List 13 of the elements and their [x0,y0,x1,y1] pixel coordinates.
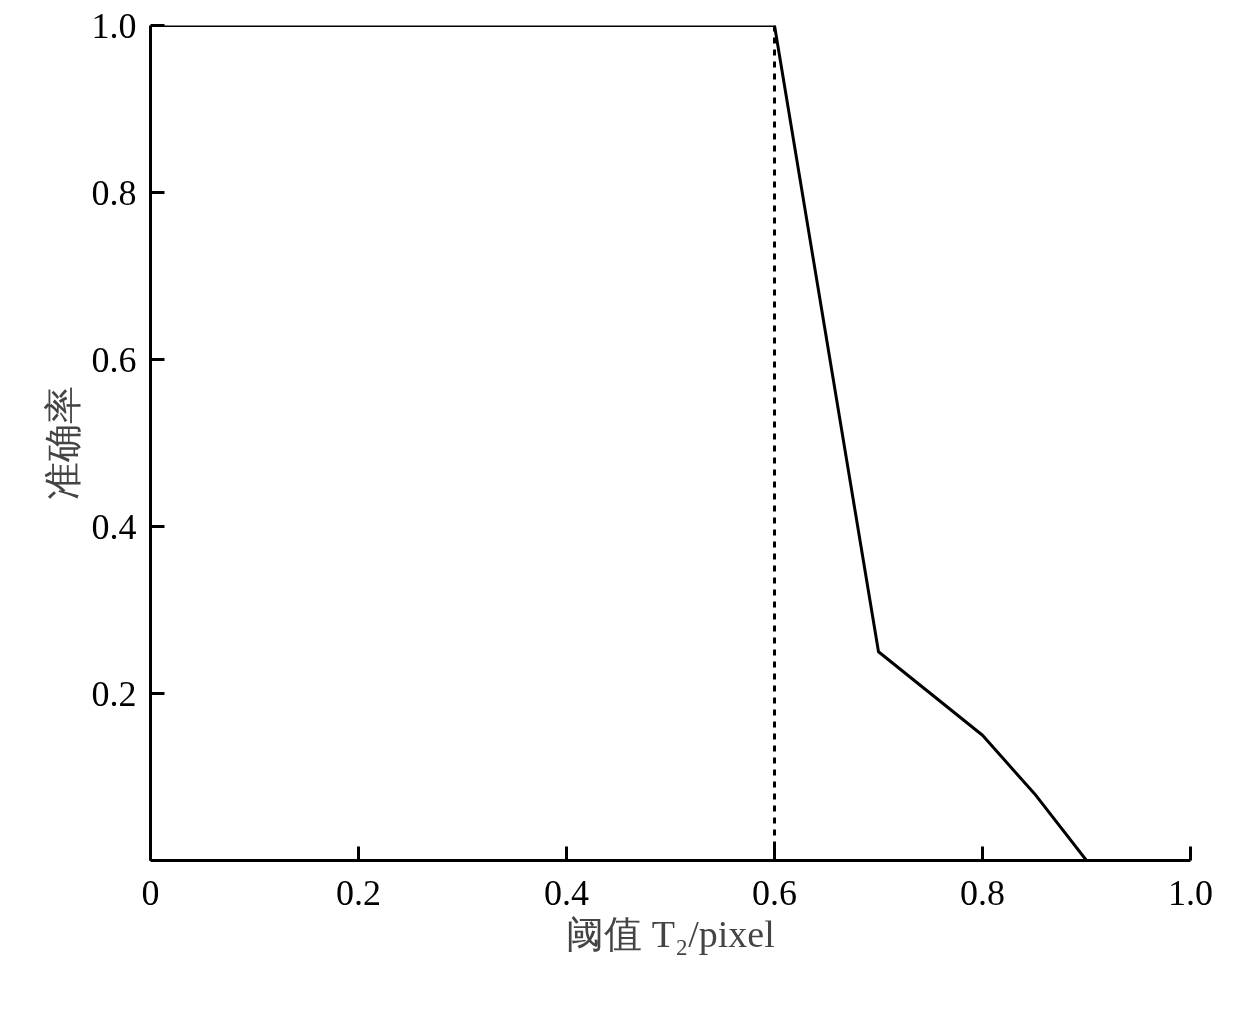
x-axis-title: 阈值 T₂/pixel [566,912,775,955]
y-tick-label: 0.4 [91,506,137,547]
y-tick-label: 0.2 [91,673,137,714]
x-tick-label: 0.6 [752,872,797,913]
y-tick-label: 1.0 [91,5,137,46]
y-tick-label: 0.6 [91,339,137,380]
x-tick-label: 0.4 [544,872,589,913]
y-tick-label: 0.8 [91,172,137,213]
y-axis-title: 准确率 [41,386,84,500]
x-tick-label: 1.0 [1168,872,1213,913]
x-tick-label: 0.2 [336,872,381,913]
x-tick-label: 0 [141,872,160,913]
x-tick-label: 0.8 [960,872,1005,913]
